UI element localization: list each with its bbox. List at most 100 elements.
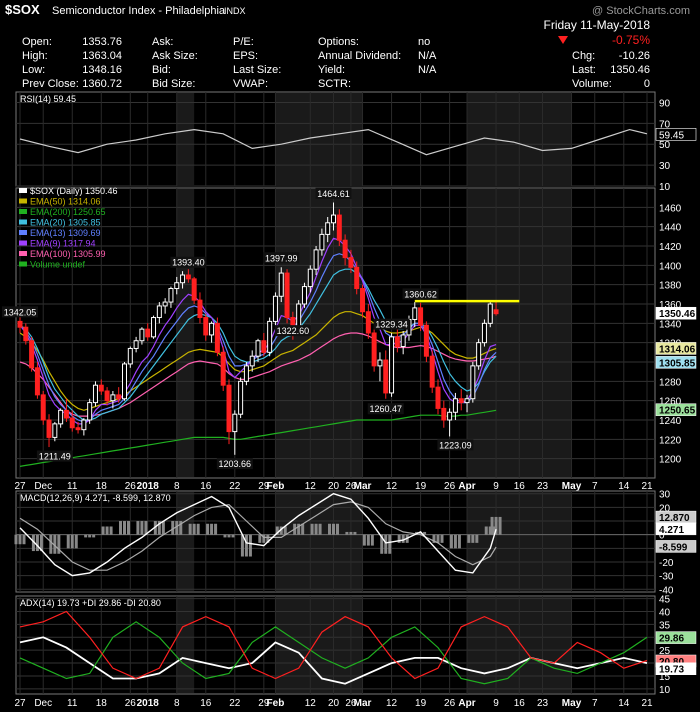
x-tick-label: Apr bbox=[458, 481, 475, 492]
candle-body bbox=[139, 328, 145, 342]
candle-body bbox=[412, 307, 418, 320]
adx-panel: 1015202530354045ADX(14) 19.73 +DI 29.86 … bbox=[14, 595, 697, 709]
legend-swatch bbox=[19, 188, 27, 193]
legend-entry: EMA(200) 1250.65 bbox=[30, 207, 106, 217]
x-tick-label: 12 bbox=[305, 481, 317, 492]
quote-value: 1350.46 bbox=[610, 64, 650, 76]
macd-ytick: 30 bbox=[659, 490, 671, 501]
macd-histogram-bar bbox=[49, 534, 53, 554]
x-tick-label: 14 bbox=[618, 698, 630, 709]
x-tick-label: 16 bbox=[514, 481, 526, 492]
macd-histogram-bar bbox=[53, 534, 57, 554]
legend-entry: EMA(9) 1317.94 bbox=[30, 239, 96, 249]
x-tick-label: 19 bbox=[415, 481, 427, 492]
quote-value: no bbox=[418, 36, 430, 48]
rsi-line bbox=[19, 128, 648, 156]
candle-body bbox=[214, 322, 220, 353]
x-tick-label: 16 bbox=[200, 698, 212, 709]
quote-label: Ask Size: bbox=[152, 50, 198, 62]
price-annotation-bg bbox=[2, 306, 38, 318]
macd-histogram-bar bbox=[127, 521, 130, 535]
macd-histogram-bar bbox=[432, 534, 436, 543]
price-ytick: 1260 bbox=[659, 397, 682, 408]
candle-body bbox=[284, 272, 290, 319]
macd-histogram-bar bbox=[227, 534, 231, 538]
price-right-label-box bbox=[655, 306, 697, 320]
x-tick-label: 27 bbox=[14, 481, 26, 492]
macd-histogram-bar bbox=[475, 534, 479, 543]
candle-body bbox=[145, 328, 151, 338]
x-tick-label: 12 bbox=[386, 698, 398, 709]
candle-body bbox=[34, 367, 40, 396]
candle-body bbox=[319, 233, 325, 251]
quote-label: Annual Dividend: bbox=[318, 50, 401, 62]
candle-body bbox=[464, 398, 470, 404]
price-annotation: 1223.09 bbox=[439, 440, 472, 450]
legend-entry: EMA(100) 1305.99 bbox=[30, 249, 106, 259]
ema-line bbox=[19, 332, 497, 417]
candle-body bbox=[23, 326, 29, 342]
candle-body bbox=[435, 386, 441, 409]
rsi-panel: 10 30 50 70 90 RSI(14) 59.45 59.45 bbox=[15, 91, 697, 193]
x-tick-label: Feb bbox=[267, 698, 285, 709]
candle-body bbox=[377, 359, 383, 367]
price-annotation-bg bbox=[437, 439, 474, 451]
x-tick-label: 26 bbox=[345, 481, 357, 492]
adx-ytick: 45 bbox=[659, 595, 671, 606]
macd-histogram-bar bbox=[449, 534, 453, 549]
candle-body bbox=[348, 257, 354, 268]
rsi-last-label: 59.45 bbox=[659, 130, 684, 141]
candle-body bbox=[255, 340, 261, 357]
macd-histogram-bar bbox=[336, 523, 339, 535]
x-tick-label: 29 bbox=[258, 481, 270, 492]
macd-histogram-bar bbox=[301, 523, 305, 535]
quote-value: 0 bbox=[644, 78, 650, 90]
price-ytick: 1420 bbox=[659, 242, 682, 253]
candle-body bbox=[220, 351, 226, 386]
legend-entry: EMA(50) 1314.06 bbox=[30, 197, 101, 207]
macd-ytick: -20 bbox=[659, 558, 674, 569]
rsi-ytick: 70 bbox=[659, 119, 671, 130]
price-right-label-box bbox=[655, 342, 697, 355]
candle-body bbox=[458, 398, 464, 404]
macd-histogram-bar bbox=[471, 534, 475, 543]
x-tick-label: 29 bbox=[258, 698, 270, 709]
price-ytick: 1240 bbox=[659, 416, 682, 427]
candle-body bbox=[174, 282, 180, 290]
candle-body bbox=[342, 239, 348, 259]
x-tick-label: 26 bbox=[125, 698, 137, 709]
price-annotation-bg bbox=[373, 318, 410, 330]
candle-body bbox=[81, 419, 87, 431]
macd-histogram-bar bbox=[318, 523, 322, 535]
rsi-shade bbox=[275, 93, 363, 185]
candle-body bbox=[17, 320, 23, 328]
macd-histogram-bar bbox=[179, 521, 183, 535]
macd-histogram-bar bbox=[223, 534, 227, 538]
x-tick-label: 20 bbox=[328, 698, 340, 709]
macd-histogram-bar bbox=[397, 534, 401, 543]
quote-label: EPS: bbox=[233, 50, 258, 62]
macd-histogram-bar bbox=[231, 534, 235, 538]
rsi-ytick: 90 bbox=[659, 98, 671, 109]
candle-body bbox=[389, 336, 395, 394]
price-annotation-bg bbox=[263, 252, 300, 264]
quote-label: Open: bbox=[22, 36, 52, 48]
candle-body bbox=[249, 355, 255, 367]
macd-histogram-bar bbox=[210, 523, 214, 535]
candle-body bbox=[98, 384, 104, 392]
macd-histogram-bar bbox=[467, 534, 471, 543]
candle-body bbox=[191, 278, 197, 301]
symbol: $SOX bbox=[5, 2, 40, 17]
price-annotation: 1203.66 bbox=[219, 459, 252, 469]
candle-body bbox=[429, 355, 435, 388]
price-annotation-bg bbox=[315, 187, 352, 199]
x-tick-label: 22 bbox=[229, 698, 241, 709]
x-tick-label: 2018 bbox=[137, 698, 160, 709]
candle-body bbox=[476, 342, 482, 367]
macd-right-label: -8.599 bbox=[659, 542, 688, 553]
adx-right-label: 29.86 bbox=[659, 634, 684, 645]
quote-date: Friday 11-May-2018 bbox=[544, 18, 651, 32]
macd-histogram-bar bbox=[423, 531, 427, 535]
macd-histogram-bar bbox=[196, 523, 200, 535]
adx-right-label: 20.80 bbox=[659, 657, 684, 668]
